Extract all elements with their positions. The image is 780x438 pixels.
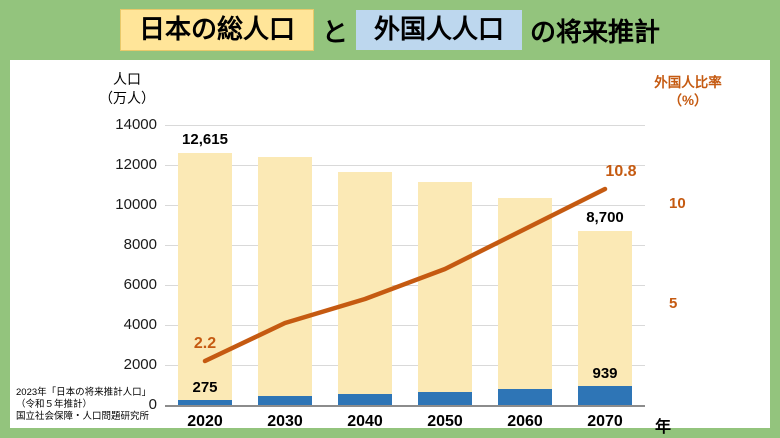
right-axis-title-line1: 外国人比率 — [654, 75, 722, 90]
x-axis-tick: 2030 — [267, 413, 303, 430]
x-axis-tick: 2040 — [347, 413, 383, 430]
total-population-bar — [578, 231, 632, 405]
left-axis-title: 人口 （万人） — [82, 70, 172, 108]
foreign-population-bar — [178, 399, 232, 405]
x-axis-tick: 2050 — [427, 413, 463, 430]
y-axis-tick: 4000 — [123, 316, 157, 333]
left-axis-title-line2: （万人） — [99, 89, 155, 106]
y-axis-tick: 14000 — [115, 116, 157, 133]
x-axis-line — [165, 405, 645, 407]
y-axis-tick: 2000 — [123, 356, 157, 373]
total-population-bar — [418, 182, 472, 405]
gridline — [165, 325, 645, 326]
title-connector: と — [321, 16, 348, 47]
source-note-line1: 2023年「日本の将来推計人口」 — [16, 387, 152, 399]
y-axis-tick: 8000 — [123, 236, 157, 253]
foreign-population-bar — [258, 396, 312, 405]
right-axis-title: 外国人比率 （%） — [628, 74, 748, 110]
total-value-label: 12,615 — [182, 130, 228, 148]
title-foreign-population-box: 外国人人口 — [356, 10, 523, 50]
gridline — [165, 365, 645, 366]
foreign-value-label: 939 — [592, 365, 618, 383]
x-axis-tick: 2070 — [587, 413, 623, 430]
right-axis-tick: 5 — [669, 295, 678, 312]
gridline — [165, 205, 645, 206]
ratio-value-label: 2.2 — [193, 335, 217, 352]
total-population-bar — [338, 172, 392, 405]
source-note-line2: （令和５年推計） — [16, 399, 93, 411]
title-suffix: の将来推計 — [530, 16, 661, 47]
source-note-line3: 国立社会保障・人口問題研究所 — [16, 411, 150, 423]
foreign-population-bar — [418, 392, 472, 405]
foreign-population-bar — [338, 394, 392, 405]
total-value-label: 8,700 — [586, 209, 624, 226]
right-axis-title-line2: （%） — [668, 93, 708, 109]
foreign-population-bar — [578, 386, 632, 405]
y-axis-tick: 0 — [148, 396, 157, 413]
right-axis-tick: 10 — [669, 195, 686, 212]
y-axis-tick: 12000 — [115, 156, 157, 173]
foreign-value-label: 275 — [192, 378, 218, 396]
slide-title: 日本の総人口 と 外国人人口 の将来推計 — [0, 0, 780, 60]
foreign-population-bar — [498, 389, 552, 405]
x-axis-tick: 2060 — [507, 413, 543, 430]
foreign-ratio-line — [202, 186, 608, 364]
gridline — [165, 245, 645, 246]
left-axis-title-line1: 人口 — [113, 71, 141, 87]
ratio-value-label: 10.8 — [605, 163, 637, 180]
source-note: 2023年「日本の将来推計人口」 （令和５年推計） 国立社会保障・人口問題研究所 — [16, 387, 151, 423]
title-total-population-box: 日本の総人口 — [119, 9, 314, 51]
x-axis-tick: 2020 — [187, 413, 223, 430]
total-population-bar — [258, 157, 312, 405]
y-axis-tick: 6000 — [123, 276, 157, 293]
gridline — [165, 165, 645, 166]
total-population-bar — [498, 198, 552, 405]
gridline — [165, 125, 645, 126]
x-axis-unit-label: 年 — [655, 419, 672, 436]
chart-area: 人口 （万人） 外国人比率 （%） 年 2023年「日本の将来推計人口」 （令和… — [10, 60, 770, 436]
y-axis-tick: 10000 — [115, 196, 157, 213]
